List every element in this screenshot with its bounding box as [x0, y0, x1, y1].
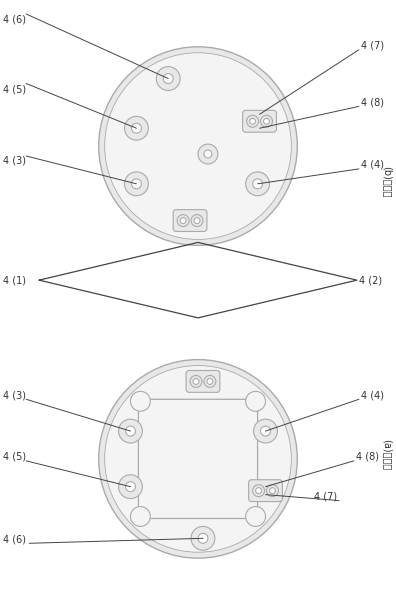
Circle shape [246, 506, 266, 526]
FancyBboxPatch shape [186, 371, 220, 392]
FancyBboxPatch shape [249, 480, 282, 502]
Text: 4 (2): 4 (2) [359, 275, 382, 285]
Text: 4 (5): 4 (5) [4, 85, 27, 94]
Text: 4 (8): 4 (8) [361, 97, 384, 107]
Circle shape [249, 118, 255, 124]
Text: 4 (4): 4 (4) [361, 160, 384, 170]
Circle shape [126, 426, 135, 436]
Circle shape [255, 488, 261, 494]
Circle shape [194, 218, 200, 224]
Text: (b)侧视图: (b)侧视图 [382, 166, 392, 197]
Circle shape [253, 419, 278, 443]
FancyBboxPatch shape [243, 110, 276, 132]
Circle shape [193, 379, 199, 385]
Circle shape [180, 218, 186, 224]
Circle shape [191, 526, 215, 550]
Circle shape [130, 391, 150, 411]
Circle shape [253, 485, 265, 497]
Text: 4 (4): 4 (4) [361, 391, 384, 400]
Circle shape [99, 47, 297, 245]
Text: 4 (7): 4 (7) [314, 491, 337, 502]
Text: 4 (6): 4 (6) [4, 15, 27, 25]
Circle shape [131, 179, 141, 189]
Circle shape [246, 391, 266, 411]
Text: 4 (3): 4 (3) [4, 156, 27, 166]
Circle shape [270, 488, 276, 494]
Circle shape [207, 379, 213, 385]
Text: 4 (8): 4 (8) [356, 452, 379, 462]
Circle shape [261, 426, 270, 436]
FancyBboxPatch shape [139, 399, 257, 518]
Text: 4 (1): 4 (1) [4, 275, 27, 285]
Circle shape [190, 376, 202, 388]
Circle shape [118, 475, 143, 499]
Circle shape [267, 485, 278, 497]
Circle shape [118, 419, 143, 443]
Circle shape [156, 67, 180, 91]
Circle shape [105, 365, 291, 552]
FancyBboxPatch shape [173, 209, 207, 232]
Circle shape [204, 150, 212, 158]
Circle shape [247, 115, 259, 127]
Circle shape [253, 179, 263, 189]
Circle shape [261, 115, 272, 127]
Circle shape [131, 123, 141, 133]
Text: 4 (7): 4 (7) [361, 41, 384, 51]
Text: (a)主视图: (a)主视图 [382, 439, 392, 470]
Circle shape [124, 172, 148, 196]
Circle shape [177, 215, 189, 227]
Circle shape [198, 533, 208, 543]
Text: 4 (5): 4 (5) [4, 452, 27, 462]
Circle shape [263, 118, 270, 124]
Circle shape [191, 215, 203, 227]
Circle shape [130, 506, 150, 526]
Circle shape [204, 376, 216, 388]
Circle shape [246, 172, 270, 196]
Text: 4 (3): 4 (3) [4, 391, 27, 400]
Circle shape [105, 53, 291, 239]
Circle shape [124, 116, 148, 140]
Circle shape [126, 482, 135, 491]
Circle shape [198, 144, 218, 164]
Circle shape [163, 74, 173, 83]
Circle shape [99, 359, 297, 558]
Text: 4 (6): 4 (6) [4, 535, 27, 544]
